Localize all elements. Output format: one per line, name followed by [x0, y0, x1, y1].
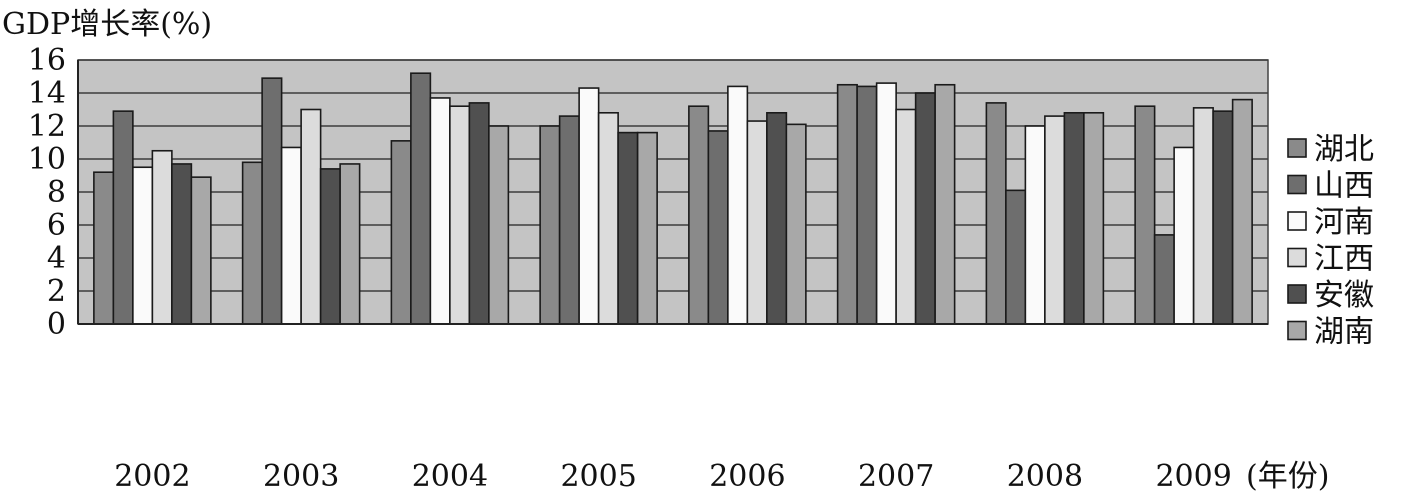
- y-tick-label: 12: [28, 109, 66, 144]
- bar: [597, 112, 619, 325]
- y-tick-label: 2: [47, 274, 66, 309]
- bars: [93, 72, 1253, 325]
- bar: [1231, 98, 1253, 325]
- bar: [151, 149, 173, 325]
- legend-label: 山西: [1314, 169, 1374, 204]
- bar: [261, 77, 283, 325]
- bar: [429, 97, 451, 325]
- bar: [1153, 234, 1175, 325]
- bar: [766, 112, 788, 325]
- bar: [914, 92, 936, 325]
- bar: [410, 72, 432, 325]
- legend-swatch: [1287, 211, 1307, 231]
- bar: [190, 176, 212, 325]
- bar: [300, 108, 322, 325]
- bar: [1044, 115, 1066, 325]
- bar: [539, 125, 561, 325]
- bar: [707, 130, 729, 325]
- y-tick-label: 14: [28, 76, 66, 111]
- bar: [558, 115, 580, 325]
- legend-label: 湖南: [1314, 315, 1374, 350]
- legend-label: 湖北: [1314, 132, 1374, 167]
- y-axis-title: GDP增长率(%): [2, 7, 212, 42]
- legend-label: 江西: [1314, 242, 1374, 277]
- y-tick-label: 8: [47, 175, 66, 210]
- bar: [856, 85, 878, 325]
- bar: [1083, 112, 1105, 325]
- bar: [132, 166, 154, 325]
- y-tick-label: 0: [47, 307, 66, 342]
- bar: [280, 146, 302, 325]
- bar: [1134, 105, 1156, 325]
- bar: [1192, 107, 1214, 325]
- x-tick-label: 2002: [114, 459, 190, 494]
- legend-swatch: [1287, 138, 1307, 158]
- bar: [1024, 125, 1046, 325]
- bar: [171, 163, 193, 325]
- legend-swatch: [1287, 320, 1307, 341]
- x-tick-label: 2005: [560, 459, 636, 494]
- legend-swatch: [1287, 174, 1307, 195]
- bar: [339, 163, 361, 325]
- bar: [785, 123, 807, 325]
- bar: [241, 161, 263, 325]
- bar: [934, 83, 956, 325]
- bar: [390, 140, 412, 325]
- bar: [1005, 189, 1027, 325]
- bar: [836, 83, 858, 325]
- y-tick-label: 16: [28, 43, 66, 78]
- bar: [1173, 146, 1195, 325]
- bar: [617, 131, 639, 325]
- bar: [688, 105, 710, 325]
- y-tick-label: 4: [47, 241, 66, 276]
- y-tick-label: 6: [47, 208, 66, 243]
- x-tick-label: 2007: [858, 459, 934, 494]
- x-tick-label: 2003: [263, 459, 339, 494]
- legend-label: 安徽: [1314, 278, 1374, 313]
- bar: [985, 102, 1007, 325]
- bar: [468, 102, 490, 325]
- bar: [93, 171, 115, 325]
- x-tick-label: 2009: [1155, 459, 1231, 494]
- bar: [112, 110, 134, 325]
- bar: [636, 131, 658, 325]
- bar: [319, 168, 341, 325]
- bar: [449, 105, 471, 325]
- x-tick-label: 2006: [709, 459, 785, 494]
- bar: [1212, 110, 1234, 325]
- legend-label: 河南: [1314, 205, 1374, 240]
- legend-swatch: [1287, 284, 1307, 304]
- legend-swatch: [1287, 247, 1307, 268]
- bar: [895, 108, 917, 325]
- y-tick-label: 10: [28, 142, 66, 177]
- bar: [875, 82, 897, 325]
- bar: [727, 85, 749, 325]
- bar: [1063, 112, 1085, 325]
- x-tick-labels: 2002 2003 2004 2005 2006 2007 2008 2009: [114, 459, 1232, 494]
- x-tick-label: 2004: [412, 459, 488, 494]
- bar: [578, 87, 600, 325]
- bar: [746, 120, 768, 325]
- bar: [488, 125, 510, 325]
- x-axis-title: (年份): [1246, 459, 1329, 494]
- x-tick-label: 2008: [1007, 459, 1083, 494]
